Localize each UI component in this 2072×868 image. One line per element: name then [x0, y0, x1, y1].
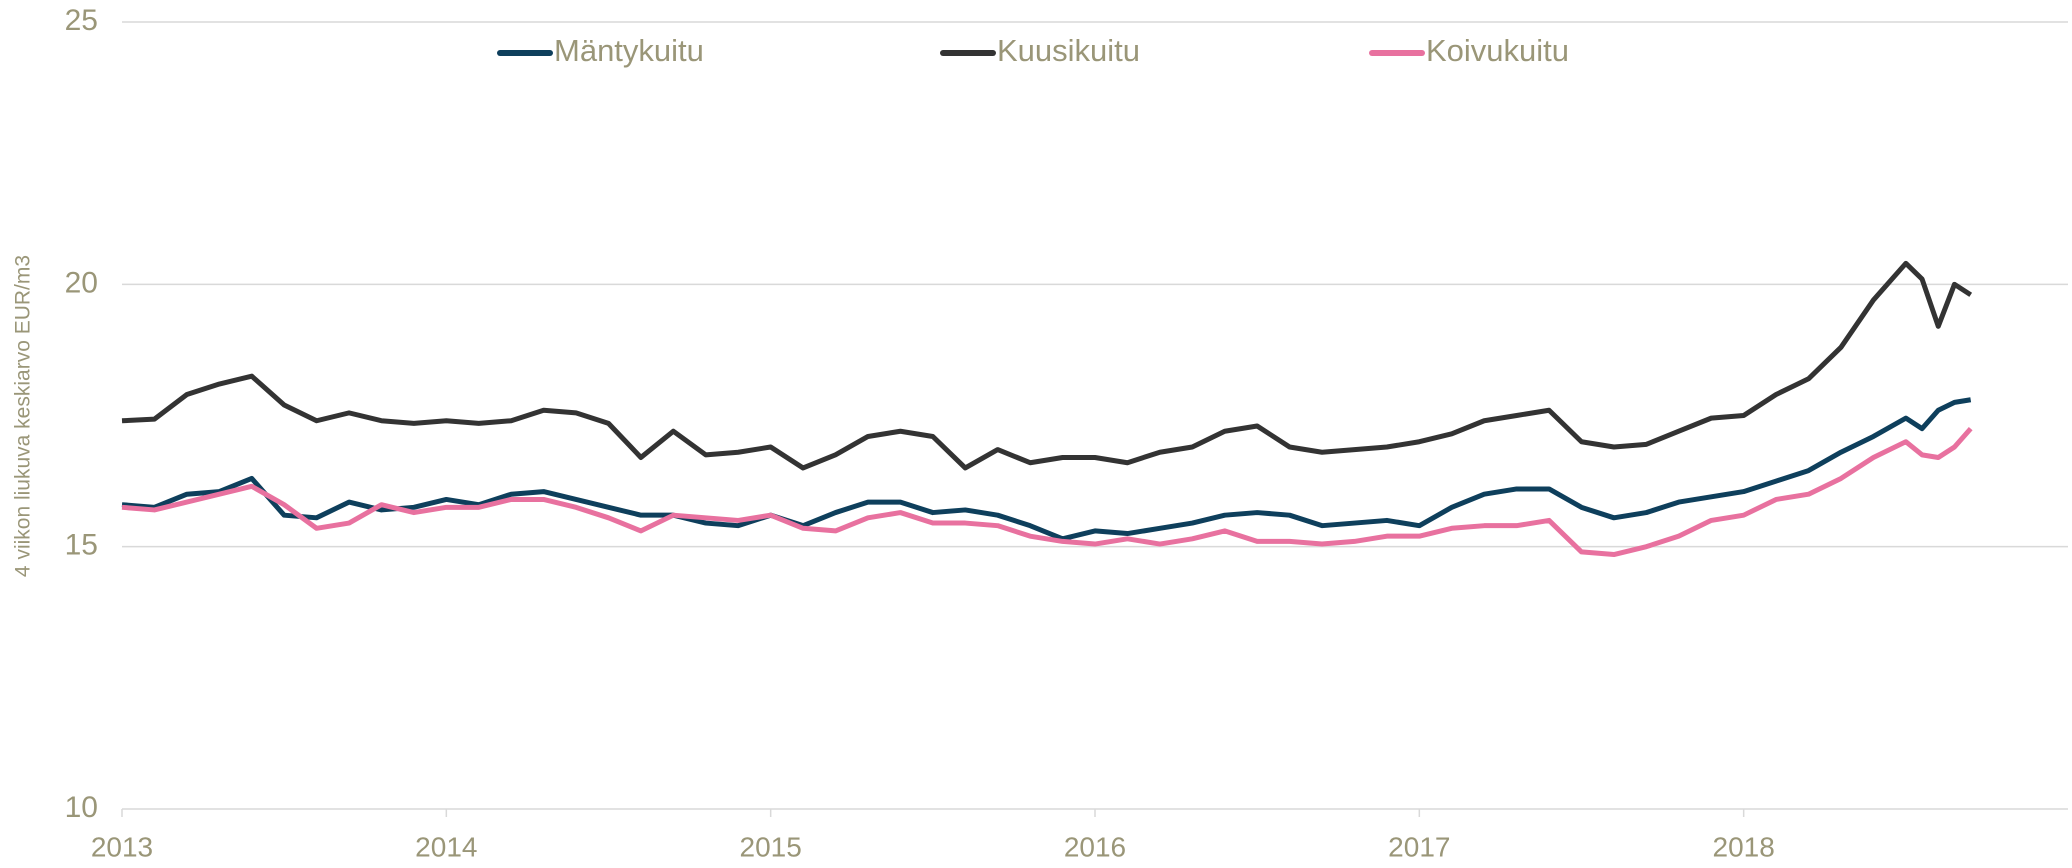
legend-label: Koivukuitu [1426, 33, 1569, 68]
y-tick-label: 20 [65, 266, 98, 299]
y-tick-label: 25 [65, 4, 98, 37]
x-tick-label: 2017 [1388, 831, 1450, 862]
y-tick-label: 10 [65, 791, 98, 824]
x-tick-label: 2016 [1064, 831, 1126, 862]
series-line [121, 426, 1973, 558]
y-axis-label: 4 viikon liukuva keskiarvo EUR/m3 [12, 255, 35, 577]
x-tick-label: 2018 [1713, 831, 1775, 862]
legend-label: Kuusikuitu [997, 33, 1140, 68]
series-line [121, 260, 1973, 471]
legend-label: Mäntykuitu [554, 33, 704, 68]
x-tick-label: 2014 [415, 831, 477, 862]
x-tick-label: 2015 [740, 831, 802, 862]
x-tick-label: 2013 [91, 831, 153, 862]
y-tick-label: 15 [65, 529, 98, 562]
series-line [121, 397, 1972, 542]
